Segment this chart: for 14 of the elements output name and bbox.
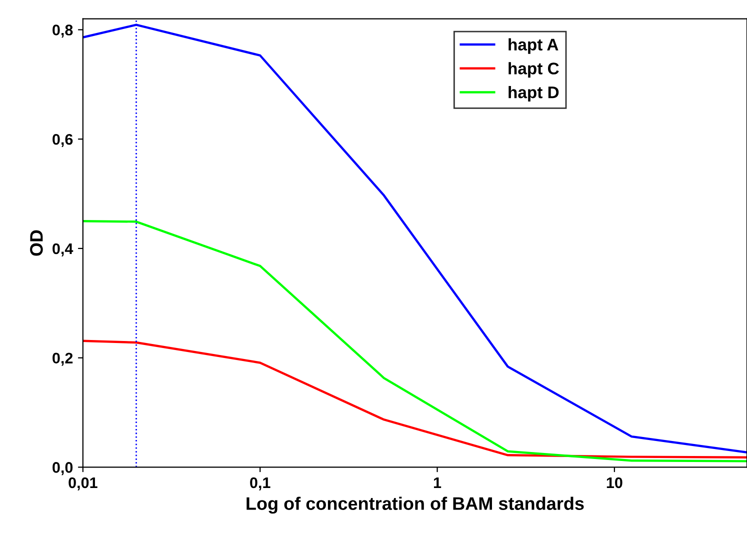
x-axis-title: Log of concentration of BAM standards <box>246 496 584 514</box>
y-tick-label: 0,6 <box>52 134 73 147</box>
x-tick-label: 1 <box>434 477 442 488</box>
x-tick-label: 0,1 <box>250 477 270 490</box>
legend-label: hapt D <box>508 86 559 102</box>
x-tick-label: 0,01 <box>68 477 98 490</box>
y-axis-title: OD <box>30 230 43 256</box>
y-tick-label: 0,4 <box>52 243 74 256</box>
legend-label: hapt C <box>508 62 559 78</box>
x-tick-label: 10 <box>606 477 622 488</box>
legend-label: hapt A <box>508 38 558 54</box>
y-tick-label: 0,8 <box>52 24 73 38</box>
y-tick-label: 0,2 <box>52 352 73 366</box>
y-tick-label: 0,0 <box>52 462 73 476</box>
